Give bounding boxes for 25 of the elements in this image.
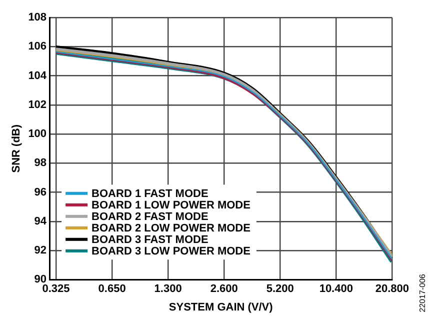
x-tick-label: 0.325 — [42, 283, 70, 296]
y-axis-title: SNR (dB) — [10, 124, 23, 173]
y-tick-label: 104 — [28, 70, 48, 82]
legend-label: BOARD 3 LOW POWER MODE — [92, 245, 250, 258]
y-tick-label: 98 — [34, 157, 47, 170]
x-tick-label: 0.650 — [98, 283, 126, 296]
y-tick-label: 106 — [28, 40, 47, 53]
legend-label: BOARD 2 FAST MODE — [92, 210, 208, 223]
text: 22017-006 — [418, 274, 427, 312]
y-tick-label: 92 — [34, 244, 47, 257]
x-tick-label: 2.600 — [210, 283, 238, 296]
x-tick-label: 10.400 — [319, 283, 353, 296]
y-tick-label: 96 — [34, 186, 47, 198]
legend-label: BOARD 1 FAST MODE — [92, 188, 208, 200]
y-tick-label: 108 — [28, 12, 47, 24]
y-tick-label: 94 — [34, 215, 48, 228]
x-axis-title: SYSTEM GAIN (V/V) — [168, 301, 274, 314]
x-tick-label: 1.300 — [154, 283, 182, 296]
x-tick-label: 20.800 — [375, 283, 410, 296]
legend-label: BOARD 3 FAST MODE — [92, 234, 208, 246]
x-tick-label: 5.200 — [266, 283, 294, 296]
legend-label: BOARD 2 LOW POWER MODE — [92, 222, 250, 234]
y-tick-label: 102 — [28, 98, 47, 111]
y-tick-label: 100 — [28, 128, 47, 140]
legend-label: BOARD 1 LOW POWER MODE — [92, 199, 250, 212]
